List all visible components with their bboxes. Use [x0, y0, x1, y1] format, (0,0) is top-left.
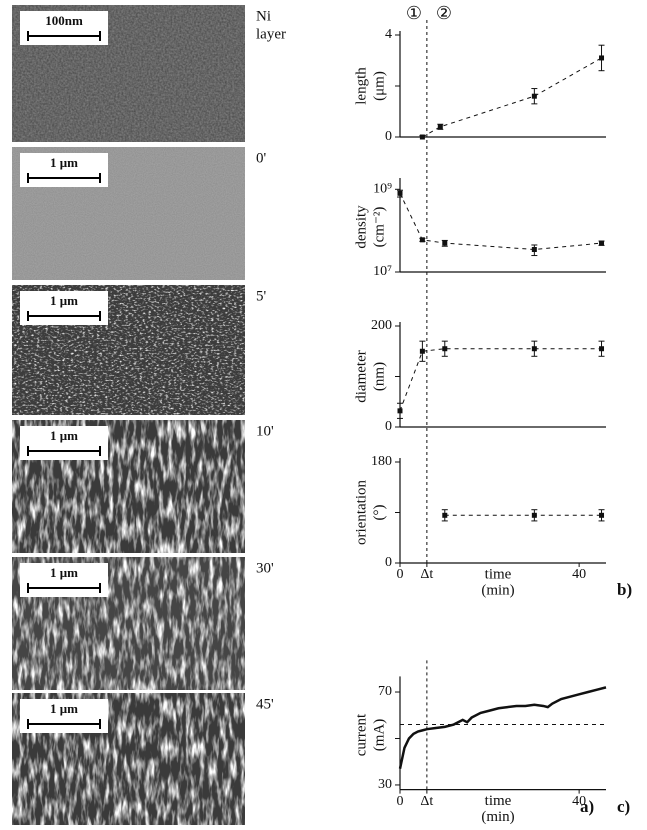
y-axis-label: orientation — [353, 480, 369, 545]
x-tick-label: Δt — [420, 567, 433, 582]
x-axis-label: (min) — [481, 809, 514, 825]
y-axis-label: density — [353, 205, 369, 249]
x-tick-label: 0 — [397, 794, 404, 809]
image-label: Ni — [256, 8, 271, 24]
y-axis-label: current — [353, 713, 369, 756]
y-tick-label: 0 — [385, 555, 392, 570]
data-point — [419, 348, 425, 354]
current-line — [398, 686, 607, 769]
fit-line — [399, 348, 602, 412]
image-label: 10' — [256, 423, 274, 439]
y-axis-label: (mA) — [371, 719, 387, 752]
data-point — [442, 240, 448, 246]
data-point — [531, 346, 537, 352]
y-tick-label: 70 — [378, 684, 392, 699]
fit-line — [399, 193, 602, 250]
panel-label: c) — [617, 797, 630, 816]
y-tick-label: 200 — [371, 318, 392, 333]
data-point — [437, 124, 443, 130]
scale-bar-label: 100nm — [45, 13, 83, 28]
x-tick-label: Δt — [420, 794, 433, 809]
scale-box — [20, 11, 108, 45]
panel-label: a) — [580, 797, 594, 816]
image-label: 0' — [256, 150, 267, 166]
y-axis-label: (μm) — [371, 71, 387, 101]
y-tick-label: 0 — [385, 419, 392, 434]
y-tick-label: 4 — [385, 27, 392, 42]
data-point — [599, 55, 605, 61]
scale-bar-label: 1 μm — [50, 155, 78, 170]
data-point — [397, 190, 403, 196]
y-axis-label: diameter — [353, 350, 369, 402]
scale-box — [20, 291, 108, 325]
y-tick-label: 10⁷ — [373, 264, 392, 279]
data-point — [442, 512, 448, 518]
y-tick-label: 30 — [378, 777, 392, 792]
data-point — [419, 134, 425, 140]
data-point — [531, 246, 537, 252]
panel-label: b) — [617, 580, 632, 599]
data-point — [397, 408, 403, 414]
data-point — [531, 512, 537, 518]
data-point — [599, 512, 605, 518]
x-tick-label: 40 — [572, 567, 586, 582]
scale-bar-label: 1 μm — [50, 565, 78, 580]
y-axis-label: (cm⁻²) — [371, 207, 387, 248]
image-label: 45' — [256, 696, 274, 712]
x-axis-label: time — [485, 566, 512, 582]
y-axis-label: length — [353, 67, 369, 105]
y-tick-label: 10⁹ — [373, 182, 392, 197]
x-axis-label: (min) — [481, 582, 514, 598]
x-tick-label: 40 — [572, 794, 586, 809]
phase-label: ② — [436, 3, 452, 23]
scale-bar-label: 1 μm — [50, 428, 78, 443]
data-point — [442, 346, 448, 352]
scale-box — [20, 563, 108, 597]
scale-box — [20, 699, 108, 733]
data-point — [599, 240, 605, 246]
y-axis-label: (nm) — [371, 362, 387, 391]
scale-bar-label: 1 μm — [50, 293, 78, 308]
image-label: 30' — [256, 560, 274, 576]
image-label: 5' — [256, 288, 267, 304]
scale-bar-label: 1 μm — [50, 701, 78, 716]
data-point — [419, 237, 425, 243]
data-point — [599, 346, 605, 352]
y-tick-label: 0 — [385, 129, 392, 144]
y-axis-label: (°) — [371, 505, 387, 521]
y-tick-label: 180 — [371, 454, 392, 469]
image-label: layer — [256, 26, 286, 42]
data-point — [531, 93, 537, 99]
scale-box — [20, 153, 108, 187]
phase-label: ① — [406, 3, 422, 23]
x-tick-label: 0 — [397, 567, 404, 582]
fit-line — [422, 57, 602, 138]
scale-box — [20, 426, 108, 460]
sem-image — [12, 147, 245, 280]
x-axis-label: time — [485, 793, 512, 809]
